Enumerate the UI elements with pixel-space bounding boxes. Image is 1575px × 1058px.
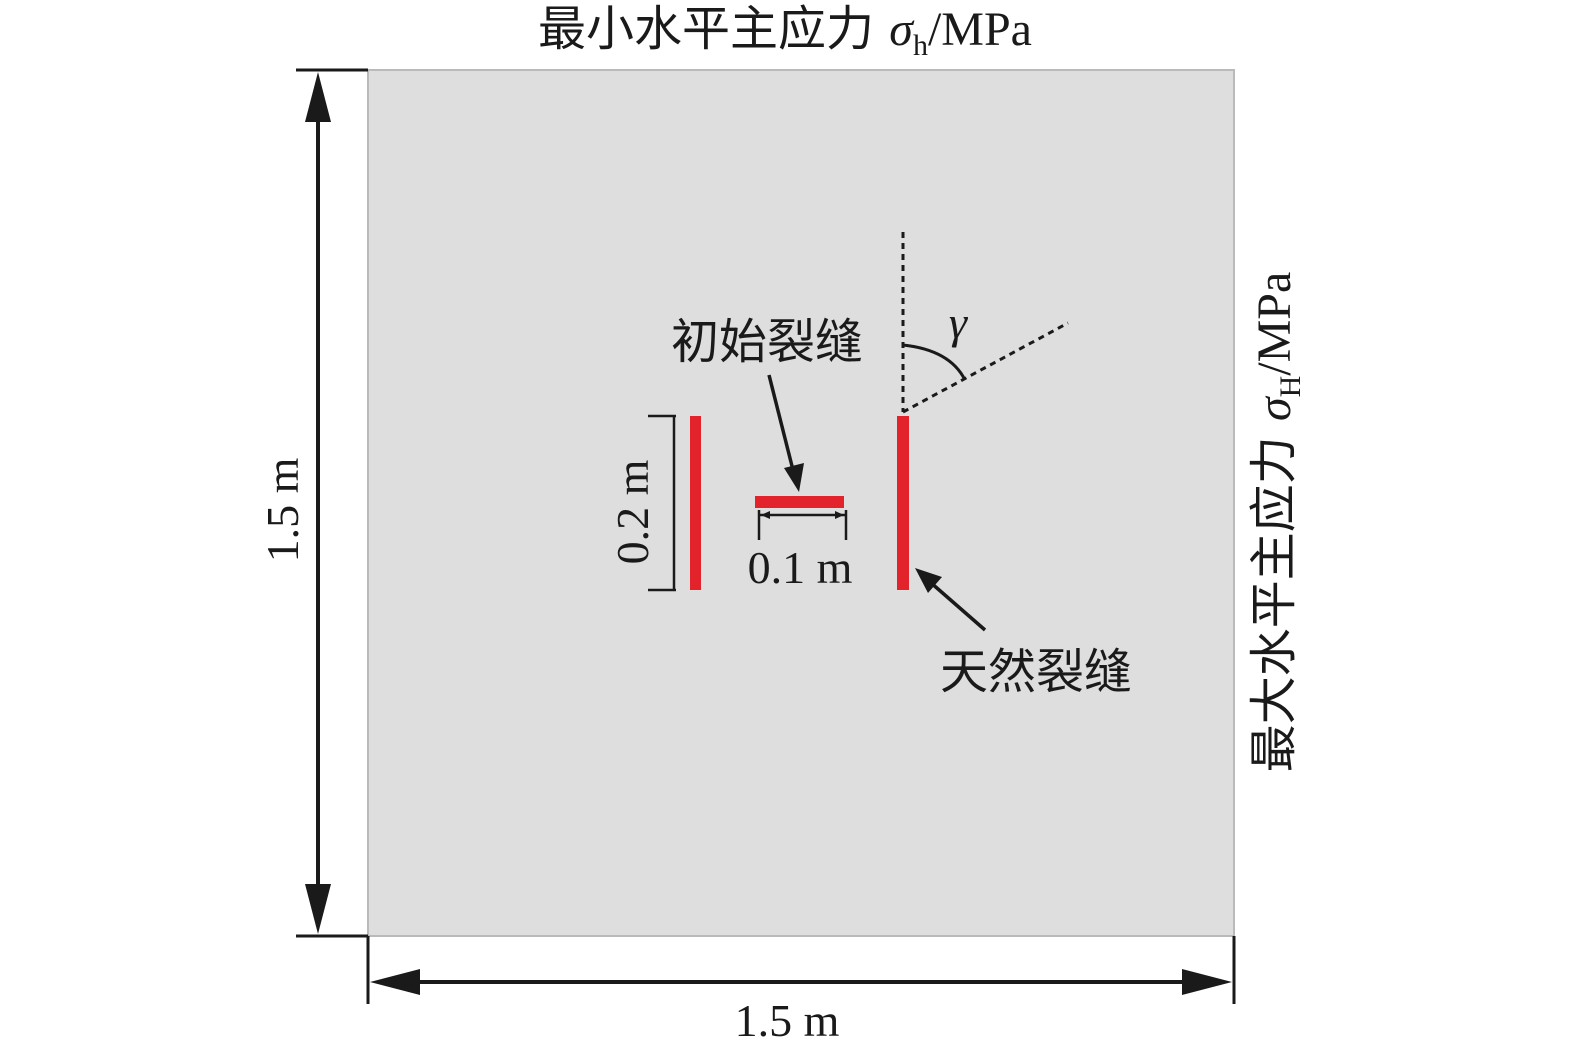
inclined-dashed-line <box>902 321 1069 414</box>
initial-fracture <box>755 496 844 508</box>
right-natural-fracture <box>897 416 909 590</box>
initial-fracture-width-label: 0.1 m <box>748 542 853 593</box>
min-horizontal-stress-label: 最小水平主应力 σh/MPa <box>538 1 1032 62</box>
bottom-width-dimension: 1.5 m <box>366 936 1236 1046</box>
natural-fracture-arrow <box>928 580 987 632</box>
initial-fracture-arrowhead <box>784 463 804 492</box>
initial-fracture-width-dimension: 0.1 m <box>748 510 853 593</box>
natural-fracture-arrowhead <box>915 568 942 593</box>
left-height-dimension: 1.5 m <box>257 68 368 938</box>
initial-fracture-arrow <box>767 374 796 475</box>
fracture-height-label: 0.2 m <box>607 459 658 564</box>
left-natural-fracture <box>690 416 701 590</box>
angle-gamma-label: γ <box>949 297 969 348</box>
bottom-width-label: 1.5 m <box>735 995 840 1046</box>
natural-fracture-label: 天然裂缝 <box>940 644 1132 700</box>
fracture-height-dimension: 0.2 m <box>607 414 676 592</box>
angle-arc <box>902 343 967 381</box>
max-horizontal-stress-label: 最大水平主应力 σH/MPa <box>1246 272 1307 773</box>
initial-fracture-label: 初始裂缝 <box>671 314 863 370</box>
left-height-label: 1.5 m <box>257 457 308 562</box>
